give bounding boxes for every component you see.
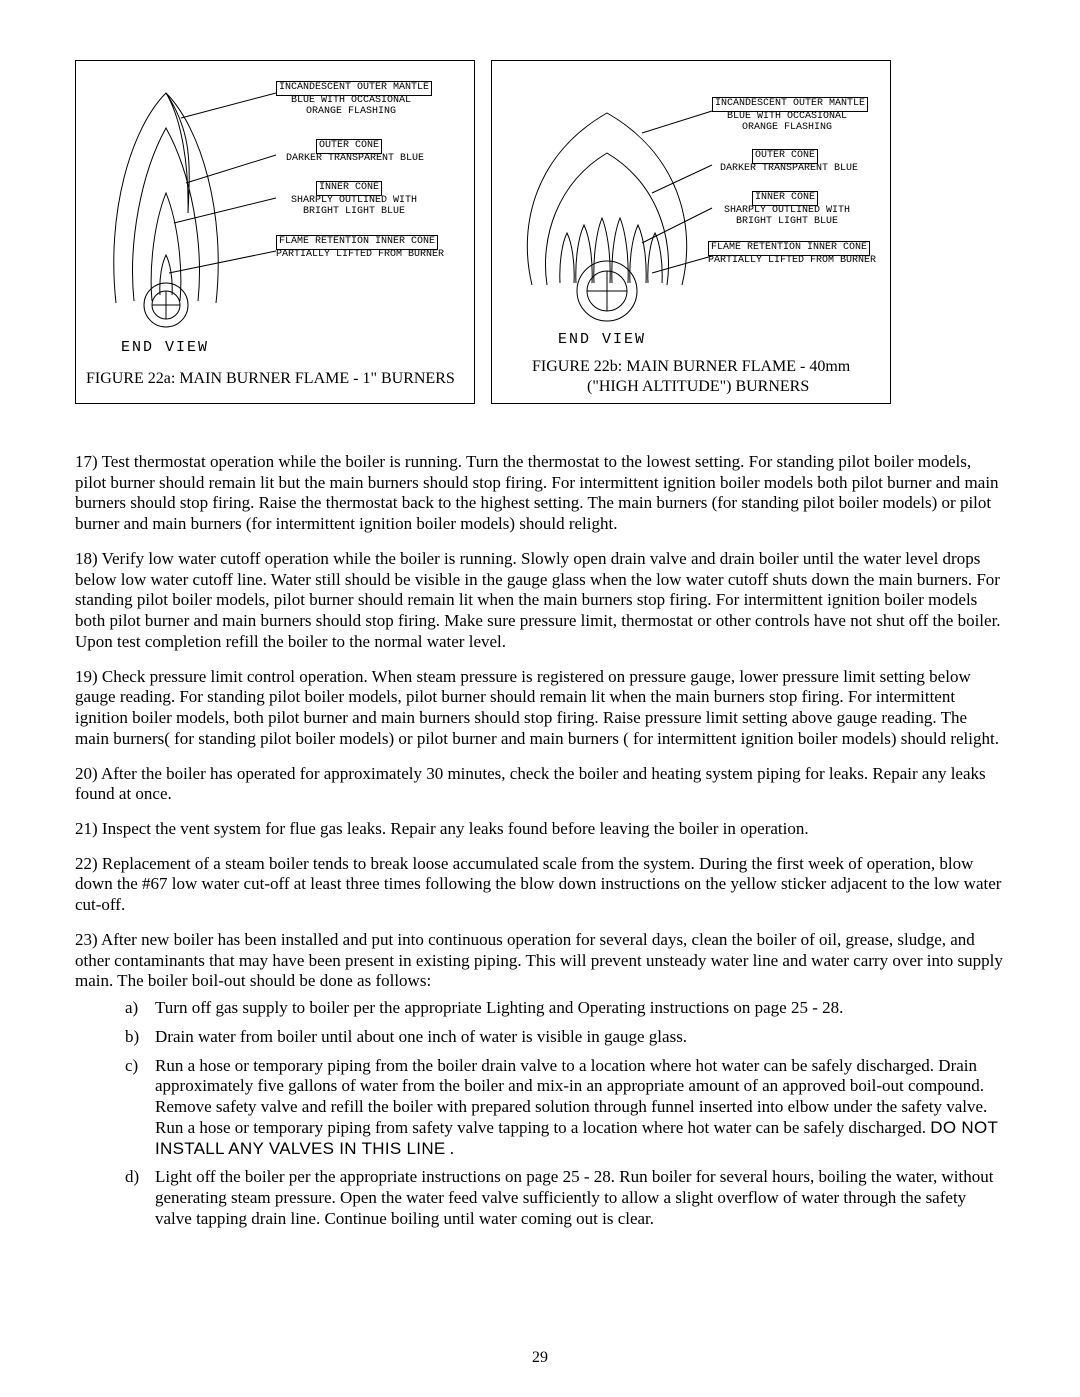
- page-number: 29: [0, 1349, 1080, 1367]
- fig-a-outer-box: OUTER CONE: [316, 139, 382, 154]
- para-20: 20) After the boiler has operated for ap…: [75, 764, 1005, 805]
- sublist-b: b) Drain water from boiler until about o…: [125, 1027, 1005, 1048]
- sublist-b-text: Drain water from boiler until about one …: [155, 1027, 1005, 1048]
- figure-22a: INCANDESCENT OUTER MANTLE BLUE WITH OCCA…: [75, 60, 475, 404]
- sublist-d-text: Light off the boiler per the appropriate…: [155, 1167, 1005, 1229]
- sublist-marker: b): [125, 1027, 155, 1048]
- fig-b-inner-box: INNER CONE: [752, 191, 818, 206]
- body-text: 17) Test thermostat operation while the …: [75, 452, 1005, 1230]
- fig-b-outer-box: OUTER CONE: [752, 149, 818, 164]
- fig-b-mantle-sub: BLUE WITH OCCASIONAL ORANGE FLASHING: [727, 111, 847, 133]
- fig-a-mantle-box: INCANDESCENT OUTER MANTLE: [276, 81, 432, 96]
- fig-b-caption-2: ("HIGH ALTITUDE") BURNERS: [587, 377, 809, 398]
- sublist-a-text: Turn off gas supply to boiler per the ap…: [155, 998, 1005, 1019]
- sublist-marker: c): [125, 1056, 155, 1160]
- figures-row: INCANDESCENT OUTER MANTLE BLUE WITH OCCA…: [75, 60, 1005, 404]
- fig-a-end-view: END VIEW: [121, 339, 209, 356]
- sublist-d: d) Light off the boiler per the appropri…: [125, 1167, 1005, 1229]
- para-21: 21) Inspect the vent system for flue gas…: [75, 819, 1005, 840]
- sublist-c: c) Run a hose or temporary piping from t…: [125, 1056, 1005, 1160]
- fig-a-outer-sub: DARKER TRANSPARENT BLUE: [286, 153, 424, 164]
- para-18: 18) Verify low water cutoff operation wh…: [75, 549, 1005, 653]
- fig-a-inner-sub: SHARPLY OUTLINED WITH BRIGHT LIGHT BLUE: [291, 195, 417, 217]
- fig-b-caption-1: FIGURE 22b: MAIN BURNER FLAME - 40mm: [532, 357, 850, 378]
- para-19: 19) Check pressure limit control operati…: [75, 667, 1005, 750]
- fig-a-mantle-sub: BLUE WITH OCCASIONAL ORANGE FLASHING: [291, 95, 411, 117]
- sublist-c-post: .: [446, 1139, 455, 1158]
- fig-b-outer-sub: DARKER TRANSPARENT BLUE: [720, 163, 858, 174]
- fig-b-end-view: END VIEW: [558, 331, 646, 348]
- sublist-c-text: Run a hose or temporary piping from the …: [155, 1056, 1005, 1160]
- figure-22b: INCANDESCENT OUTER MANTLE BLUE WITH OCCA…: [491, 60, 891, 404]
- sublist-marker: a): [125, 998, 155, 1019]
- para-17: 17) Test thermostat operation while the …: [75, 452, 1005, 535]
- fig-a-inner-box: INNER CONE: [316, 181, 382, 196]
- fig-b-mantle-box: INCANDESCENT OUTER MANTLE: [712, 97, 868, 112]
- fig-a-retention-box: FLAME RETENTION INNER CONE: [276, 235, 438, 250]
- sublist-c-pre: Run a hose or temporary piping from the …: [155, 1056, 987, 1137]
- sublist-marker: d): [125, 1167, 155, 1229]
- fig-a-caption: FIGURE 22a: MAIN BURNER FLAME - 1" BURNE…: [86, 369, 455, 390]
- fig-b-retention-sub: PARTIALLY LIFTED FROM BURNER: [708, 255, 876, 266]
- fig-b-inner-sub: SHARPLY OUTLINED WITH BRIGHT LIGHT BLUE: [724, 205, 850, 227]
- fig-a-retention-sub: PARTIALLY LIFTED FROM BURNER: [276, 249, 444, 260]
- sublist-a: a) Turn off gas supply to boiler per the…: [125, 998, 1005, 1019]
- para-23: 23) After new boiler has been installed …: [75, 930, 1005, 992]
- sublist: a) Turn off gas supply to boiler per the…: [125, 998, 1005, 1229]
- fig-b-retention-box: FLAME RETENTION INNER CONE: [708, 241, 870, 256]
- para-22: 22) Replacement of a steam boiler tends …: [75, 854, 1005, 916]
